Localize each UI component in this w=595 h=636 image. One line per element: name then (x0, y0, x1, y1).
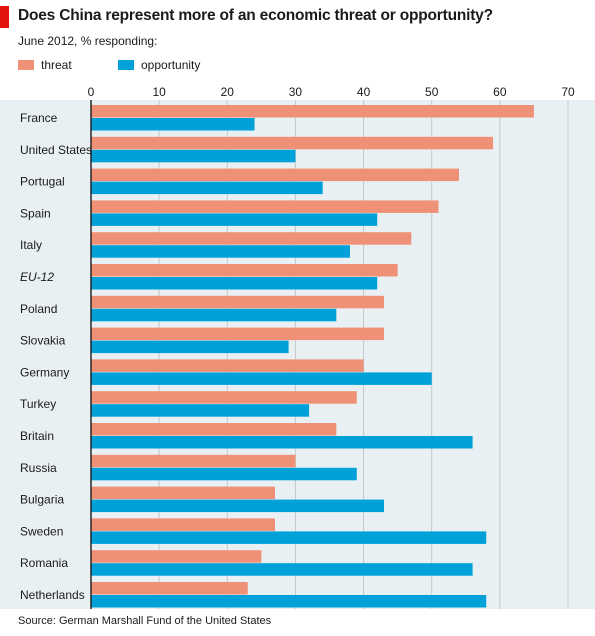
bar-opportunity-slovakia (91, 340, 289, 354)
bar-threat-italy (91, 232, 412, 245)
x-tick-label-60: 60 (493, 85, 507, 99)
bar-opportunity-united-states (91, 149, 296, 163)
bar-opportunity-poland (91, 308, 337, 322)
chart-subtitle: June 2012, % responding: (18, 34, 158, 48)
category-label-russia: Russia (20, 461, 57, 475)
category-label-eu-12: EU-12 (20, 270, 54, 284)
bar-opportunity-germany (91, 372, 432, 385)
x-tick-label-0: 0 (88, 85, 95, 99)
category-label-poland: Poland (20, 302, 57, 316)
category-label-germany: Germany (20, 365, 69, 379)
bar-threat-sweden (91, 518, 275, 531)
x-tick-label-50: 50 (425, 85, 439, 99)
category-label-france: France (20, 111, 58, 125)
bar-opportunity-sweden (91, 531, 487, 544)
category-label-sweden: Sweden (20, 524, 63, 538)
x-tick-label-10: 10 (152, 85, 166, 99)
category-label-romania: Romania (20, 556, 68, 570)
bar-threat-united-states (91, 136, 494, 150)
x-tick-label-40: 40 (357, 85, 371, 99)
x-tick-label-20: 20 (221, 85, 235, 99)
category-label-slovakia: Slovakia (20, 334, 66, 348)
bar-threat-turkey (91, 391, 357, 404)
bar-threat-portugal (91, 168, 459, 182)
category-label-united-states: United States (20, 143, 92, 157)
bar-threat-slovakia (91, 327, 385, 341)
bar-opportunity-italy (91, 245, 350, 258)
bar-threat-russia (91, 454, 296, 468)
category-label-bulgaria: Bulgaria (20, 493, 64, 507)
legend-label-opportunity: opportunity (141, 58, 201, 72)
bar-opportunity-britain (91, 436, 473, 449)
accent-tag (0, 6, 9, 28)
bar-threat-britain (91, 423, 337, 436)
bar-threat-germany (91, 359, 364, 372)
bar-opportunity-portugal (91, 181, 323, 195)
bar-threat-netherlands (91, 582, 248, 595)
bar-threat-bulgaria (91, 486, 275, 500)
chart-title: Does China represent more of an economic… (18, 7, 493, 24)
category-label-portugal: Portugal (20, 175, 65, 189)
bar-threat-eu-12 (91, 264, 398, 277)
bar-opportunity-spain (91, 213, 378, 226)
bar-threat-france (91, 105, 534, 118)
x-tick-label-70: 70 (561, 85, 575, 99)
bar-opportunity-eu-12 (91, 277, 378, 290)
bar-opportunity-france (91, 118, 255, 131)
bar-opportunity-russia (91, 467, 357, 481)
legend-swatch-threat (18, 60, 34, 70)
source-note: Source: German Marshall Fund of the Unit… (18, 615, 272, 627)
bar-threat-spain (91, 200, 439, 213)
category-label-britain: Britain (20, 429, 54, 443)
category-label-italy: Italy (20, 238, 42, 252)
category-label-turkey: Turkey (20, 397, 56, 411)
bar-threat-romania (91, 550, 262, 563)
bar-opportunity-netherlands (91, 595, 487, 608)
bar-threat-poland (91, 295, 385, 309)
bar-opportunity-romania (91, 563, 473, 576)
category-label-netherlands: Netherlands (20, 588, 85, 602)
x-tick-label-30: 30 (289, 85, 303, 99)
legend-swatch-opportunity (118, 60, 134, 70)
legend-label-threat: threat (41, 58, 72, 72)
bar-opportunity-turkey (91, 404, 310, 417)
bar-opportunity-bulgaria (91, 499, 385, 513)
category-label-spain: Spain (20, 206, 51, 220)
